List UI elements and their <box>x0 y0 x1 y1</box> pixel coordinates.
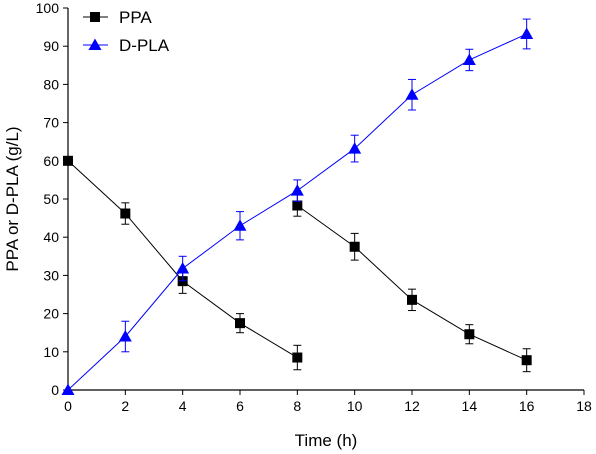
x-axis-title: Time (h) <box>295 431 358 450</box>
d-pla-point <box>118 330 132 342</box>
x-tick-label: 12 <box>404 398 420 414</box>
legend-d-pla-label: D-PLA <box>119 36 170 55</box>
d-pla-point <box>290 184 304 196</box>
d-pla-point <box>405 88 419 100</box>
d-pla-point <box>233 219 247 231</box>
y-tick-label: 80 <box>43 76 59 92</box>
d-pla-point <box>176 262 190 274</box>
y-tick-label: 10 <box>43 344 59 360</box>
ppa-point <box>235 318 245 329</box>
ppa-point <box>521 355 532 366</box>
legend-ppa-label: PPA <box>119 8 152 27</box>
series-d-pla <box>61 18 534 395</box>
y-tick-label: 90 <box>43 38 59 54</box>
ppa-point <box>292 200 303 211</box>
legend-ppa-marker <box>90 12 100 22</box>
y-tick-label: 40 <box>43 229 59 245</box>
legend-d-pla-marker <box>88 38 102 50</box>
legend: PPA D-PLA <box>83 8 170 55</box>
y-tick-label: 70 <box>43 115 59 131</box>
x-tick-label: 2 <box>121 398 129 414</box>
y-tick-label: 50 <box>43 191 59 207</box>
ppa-point <box>292 352 303 363</box>
x-tick-label: 14 <box>462 398 478 414</box>
x-tick-label: 6 <box>236 398 244 414</box>
axes <box>67 8 584 391</box>
y-tick-label: 60 <box>43 153 59 169</box>
x-tick-label: 0 <box>64 398 72 414</box>
x-tick-label: 18 <box>576 398 592 414</box>
d-pla-point <box>520 27 534 39</box>
ppa-point <box>120 208 131 219</box>
y-tick-label: 20 <box>43 306 59 322</box>
series-layer <box>61 18 534 395</box>
x-tick-label: 4 <box>179 398 187 414</box>
x-tick-label: 8 <box>293 398 301 414</box>
ppa-point <box>349 241 360 252</box>
ppa-line <box>297 205 527 361</box>
y-tick-label: 30 <box>43 267 59 283</box>
d-pla-point <box>61 383 75 395</box>
y-tick-label: 0 <box>51 382 59 398</box>
d-pla-point <box>348 142 362 154</box>
ppa-point <box>63 155 73 166</box>
y-axis-title: PPA or D-PLA (g/L) <box>3 126 22 271</box>
x-tick-label: 10 <box>347 398 363 414</box>
y-tick-label: 100 <box>36 0 60 16</box>
ppa-point <box>464 329 475 340</box>
d-pla-point <box>462 53 476 65</box>
ppa-point <box>407 294 417 305</box>
ticks: 0 2 4 6 8 10 12 14 16 18 0 10 20 30 40 50 60 70 80 90 100 <box>36 0 592 414</box>
x-tick-label: 16 <box>519 398 535 414</box>
